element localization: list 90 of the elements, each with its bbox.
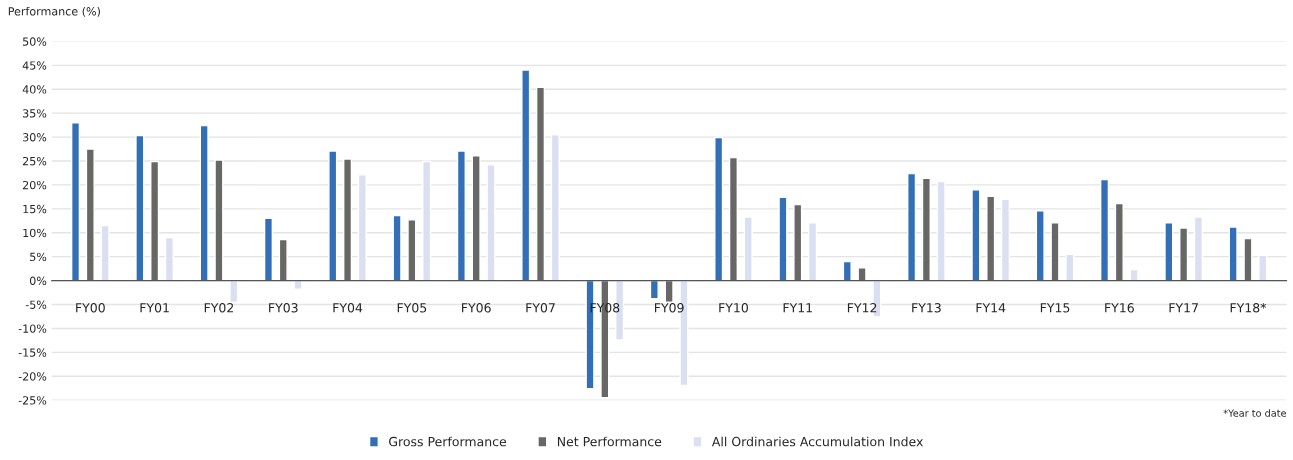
bar <box>422 160 432 282</box>
bar <box>135 134 145 282</box>
bar <box>1035 210 1045 282</box>
bar <box>743 216 753 282</box>
y-tick-label: 35% <box>23 109 47 118</box>
x-tick-label: FY16 <box>1105 303 1134 313</box>
bar <box>921 177 931 282</box>
x-tick-label: FY12 <box>847 303 877 313</box>
text: *Year to date <box>1223 409 1287 417</box>
bar <box>986 195 996 282</box>
bar <box>85 148 95 282</box>
x-tick-label: FY15 <box>1040 303 1070 313</box>
y-tick-label: -10% <box>18 324 47 333</box>
bar <box>521 69 531 282</box>
bar <box>1258 254 1268 282</box>
x-tick-label: FY05 <box>397 303 427 313</box>
bar <box>100 224 110 282</box>
y-axis-title: Performance (%) <box>8 6 100 17</box>
y-tick-label: 0% <box>29 276 47 285</box>
bar <box>471 155 481 282</box>
bar <box>649 279 659 300</box>
bar <box>164 236 174 282</box>
y-tick-label: -15% <box>18 348 47 357</box>
y-tick-label: 15% <box>23 204 47 214</box>
x-tick-label: FY02 <box>204 303 234 313</box>
bar <box>1228 226 1238 282</box>
bar <box>70 122 81 282</box>
y-tick-label: -25% <box>18 396 47 405</box>
bar <box>728 156 738 282</box>
x-tick-label: FY17 <box>1169 303 1198 313</box>
legend-label: Gross Performance <box>389 436 507 447</box>
bar <box>1050 222 1060 282</box>
x-tick-label: FY09 <box>654 303 684 313</box>
x-tick-label: FY10 <box>719 303 748 313</box>
y-tick-label: 25% <box>22 156 47 166</box>
y-tick-label: 45% <box>22 61 47 70</box>
x-tick-label: FY03 <box>269 303 298 313</box>
bar <box>936 180 946 282</box>
bar <box>1193 216 1203 282</box>
bar <box>1114 202 1124 282</box>
bar <box>343 158 353 282</box>
x-tick-label: FY01 <box>140 303 169 313</box>
bar <box>842 260 852 282</box>
y-tick-label: 40% <box>22 85 47 94</box>
bar <box>550 133 560 282</box>
bar <box>664 279 674 303</box>
x-tick-label: FY06 <box>462 303 491 313</box>
bar <box>857 266 867 282</box>
bar <box>1065 253 1075 282</box>
bar <box>199 124 209 282</box>
bar <box>714 136 724 282</box>
bar <box>907 172 917 282</box>
bar <box>229 279 239 303</box>
x-tick-label: FY14 <box>976 303 1006 313</box>
bar <box>263 217 274 282</box>
y-tick-label: -20% <box>18 372 47 381</box>
bar <box>392 214 402 282</box>
bar <box>807 222 818 282</box>
x-tick-label: FY11 <box>783 303 812 313</box>
x-tick-label: FY18* <box>1230 303 1267 313</box>
bar <box>328 150 338 282</box>
bar <box>1000 198 1011 282</box>
bar <box>1243 237 1253 282</box>
bar <box>793 203 803 282</box>
bar <box>1164 222 1174 282</box>
bar <box>278 238 288 282</box>
bar <box>214 159 224 282</box>
bar <box>407 219 417 282</box>
x-tick-label: FY13 <box>912 303 941 313</box>
y-tick-label: -5% <box>25 300 47 309</box>
y-tick-label: 50% <box>23 37 47 46</box>
bar <box>971 189 981 282</box>
bar <box>150 160 160 282</box>
x-tick-label: FY07 <box>526 303 555 313</box>
bar <box>456 150 466 282</box>
x-tick-label: FY00 <box>76 303 105 313</box>
bar <box>1179 227 1189 282</box>
y-tick-label: 10% <box>23 228 47 238</box>
bar <box>293 279 303 290</box>
y-tick-label: 5% <box>30 252 47 262</box>
bar <box>486 164 496 282</box>
bar <box>1099 178 1110 282</box>
x-tick-label: FY04 <box>333 303 363 313</box>
bar <box>778 196 788 282</box>
bar <box>357 174 367 282</box>
y-tick-label: 30% <box>23 133 47 142</box>
legend-label: Net Performance <box>557 436 662 447</box>
legend-label: All Ordinaries Accumulation Index <box>711 436 924 447</box>
bar <box>535 86 546 282</box>
y-tick-label: 20% <box>22 180 47 190</box>
